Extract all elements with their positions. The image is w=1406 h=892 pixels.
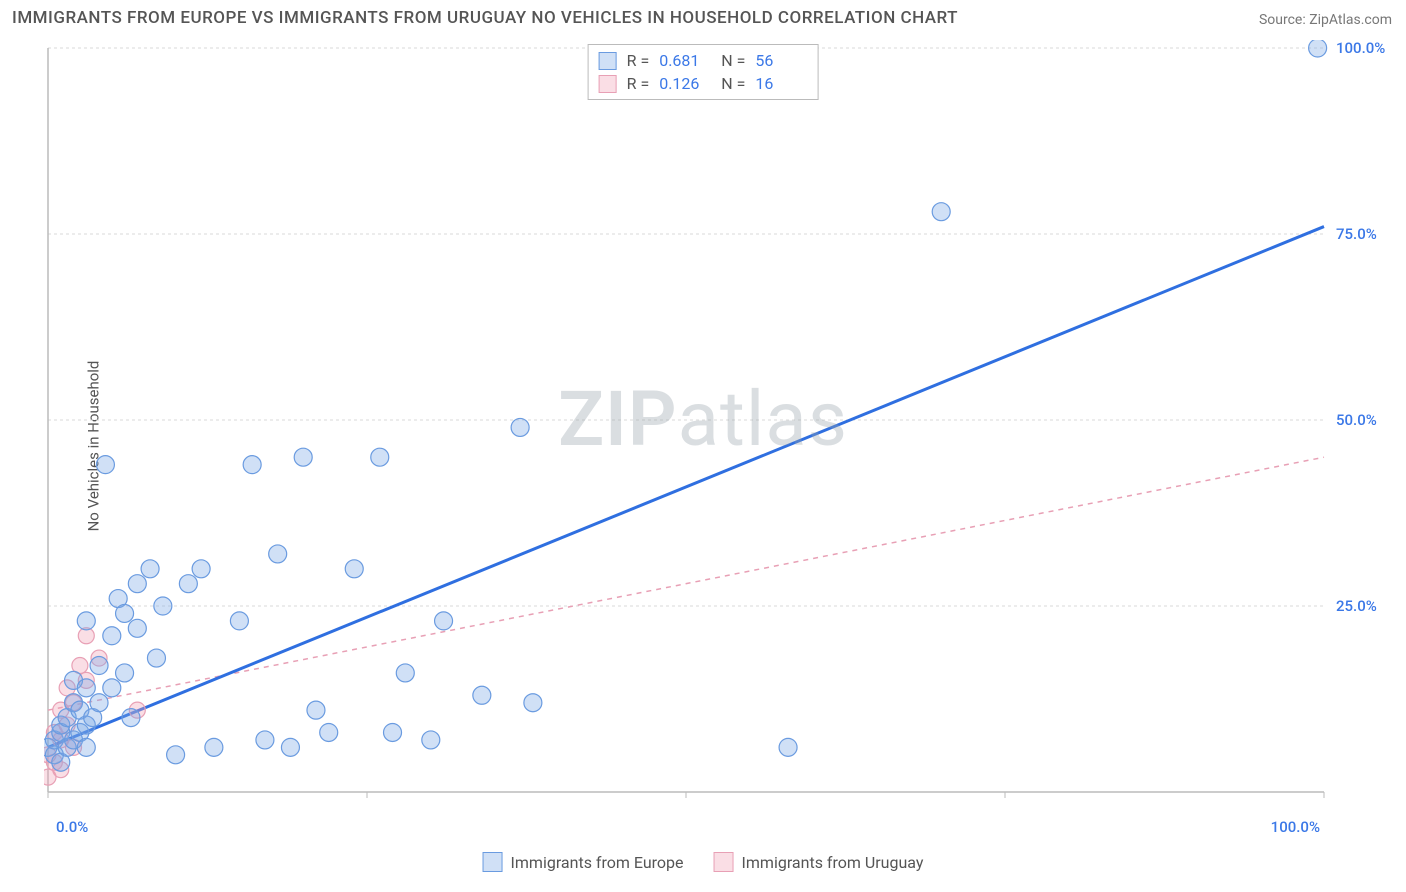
y-tick-label: 100.0% bbox=[1336, 40, 1385, 57]
swatch-series1 bbox=[599, 52, 617, 70]
data-point bbox=[256, 731, 274, 749]
data-point bbox=[167, 746, 185, 764]
data-point bbox=[932, 203, 950, 221]
swatch-series2 bbox=[599, 75, 617, 93]
chart-title: IMMIGRANTS FROM EUROPE VS IMMIGRANTS FRO… bbox=[12, 8, 958, 28]
data-point bbox=[345, 560, 363, 578]
data-point bbox=[435, 612, 453, 630]
legend-item-series2: Immigrants from Uruguay bbox=[714, 852, 924, 872]
data-point bbox=[128, 619, 146, 637]
data-point bbox=[128, 575, 146, 593]
data-point bbox=[473, 686, 491, 704]
correlation-stats-box: R = 0.681 N = 56 R = 0.126 N = 16 bbox=[588, 44, 819, 100]
data-point bbox=[371, 448, 389, 466]
data-point bbox=[116, 604, 134, 622]
data-point bbox=[154, 597, 172, 615]
data-point bbox=[103, 679, 121, 697]
stats-row-series2: R = 0.126 N = 16 bbox=[599, 72, 808, 95]
data-point bbox=[141, 560, 159, 578]
data-point bbox=[511, 418, 529, 436]
stats-row-series1: R = 0.681 N = 56 bbox=[599, 49, 808, 72]
r-value-series2: 0.126 bbox=[659, 74, 711, 93]
x-tick-label: 0.0% bbox=[56, 818, 88, 836]
regression-line bbox=[48, 227, 1324, 748]
data-point bbox=[320, 723, 338, 741]
legend-item-series1: Immigrants from Europe bbox=[483, 852, 684, 872]
data-point bbox=[192, 560, 210, 578]
data-point bbox=[96, 456, 114, 474]
y-tick-label: 25.0% bbox=[1336, 597, 1377, 615]
data-point bbox=[396, 664, 414, 682]
data-point bbox=[90, 694, 108, 712]
y-tick-label: 75.0% bbox=[1336, 225, 1377, 243]
swatch-series1-icon bbox=[483, 852, 503, 872]
y-tick-label: 50.0% bbox=[1336, 411, 1377, 429]
data-point bbox=[524, 694, 542, 712]
data-point bbox=[90, 657, 108, 675]
data-point bbox=[1309, 40, 1327, 57]
data-point bbox=[384, 723, 402, 741]
chart-canvas: 25.0% 50.0% 75.0% 100.0% 0.0% 100.0% bbox=[44, 40, 1394, 840]
data-point bbox=[147, 649, 165, 667]
data-point bbox=[307, 701, 325, 719]
x-tick-label: 100.0% bbox=[1271, 818, 1320, 836]
data-point bbox=[422, 731, 440, 749]
swatch-series2-icon bbox=[714, 852, 734, 872]
data-point bbox=[294, 448, 312, 466]
regression-line bbox=[48, 457, 1324, 710]
data-point bbox=[77, 679, 95, 697]
data-point bbox=[269, 545, 287, 563]
data-point bbox=[179, 575, 197, 593]
data-point bbox=[103, 627, 121, 645]
data-point bbox=[77, 612, 95, 630]
data-point bbox=[230, 612, 248, 630]
n-value-series2: 16 bbox=[755, 74, 807, 93]
data-point bbox=[205, 738, 223, 756]
data-point bbox=[77, 738, 95, 756]
r-value-series1: 0.681 bbox=[659, 51, 711, 70]
data-point bbox=[116, 664, 134, 682]
scatter-plot: 25.0% 50.0% 75.0% 100.0% 0.0% 100.0% bbox=[44, 40, 1394, 840]
source-attribution: Source: ZipAtlas.com bbox=[1259, 12, 1392, 28]
data-point bbox=[779, 738, 797, 756]
data-point bbox=[243, 456, 261, 474]
series-legend: Immigrants from Europe Immigrants from U… bbox=[483, 852, 924, 872]
data-point bbox=[281, 738, 299, 756]
n-value-series1: 56 bbox=[755, 51, 807, 70]
data-point bbox=[122, 709, 140, 727]
